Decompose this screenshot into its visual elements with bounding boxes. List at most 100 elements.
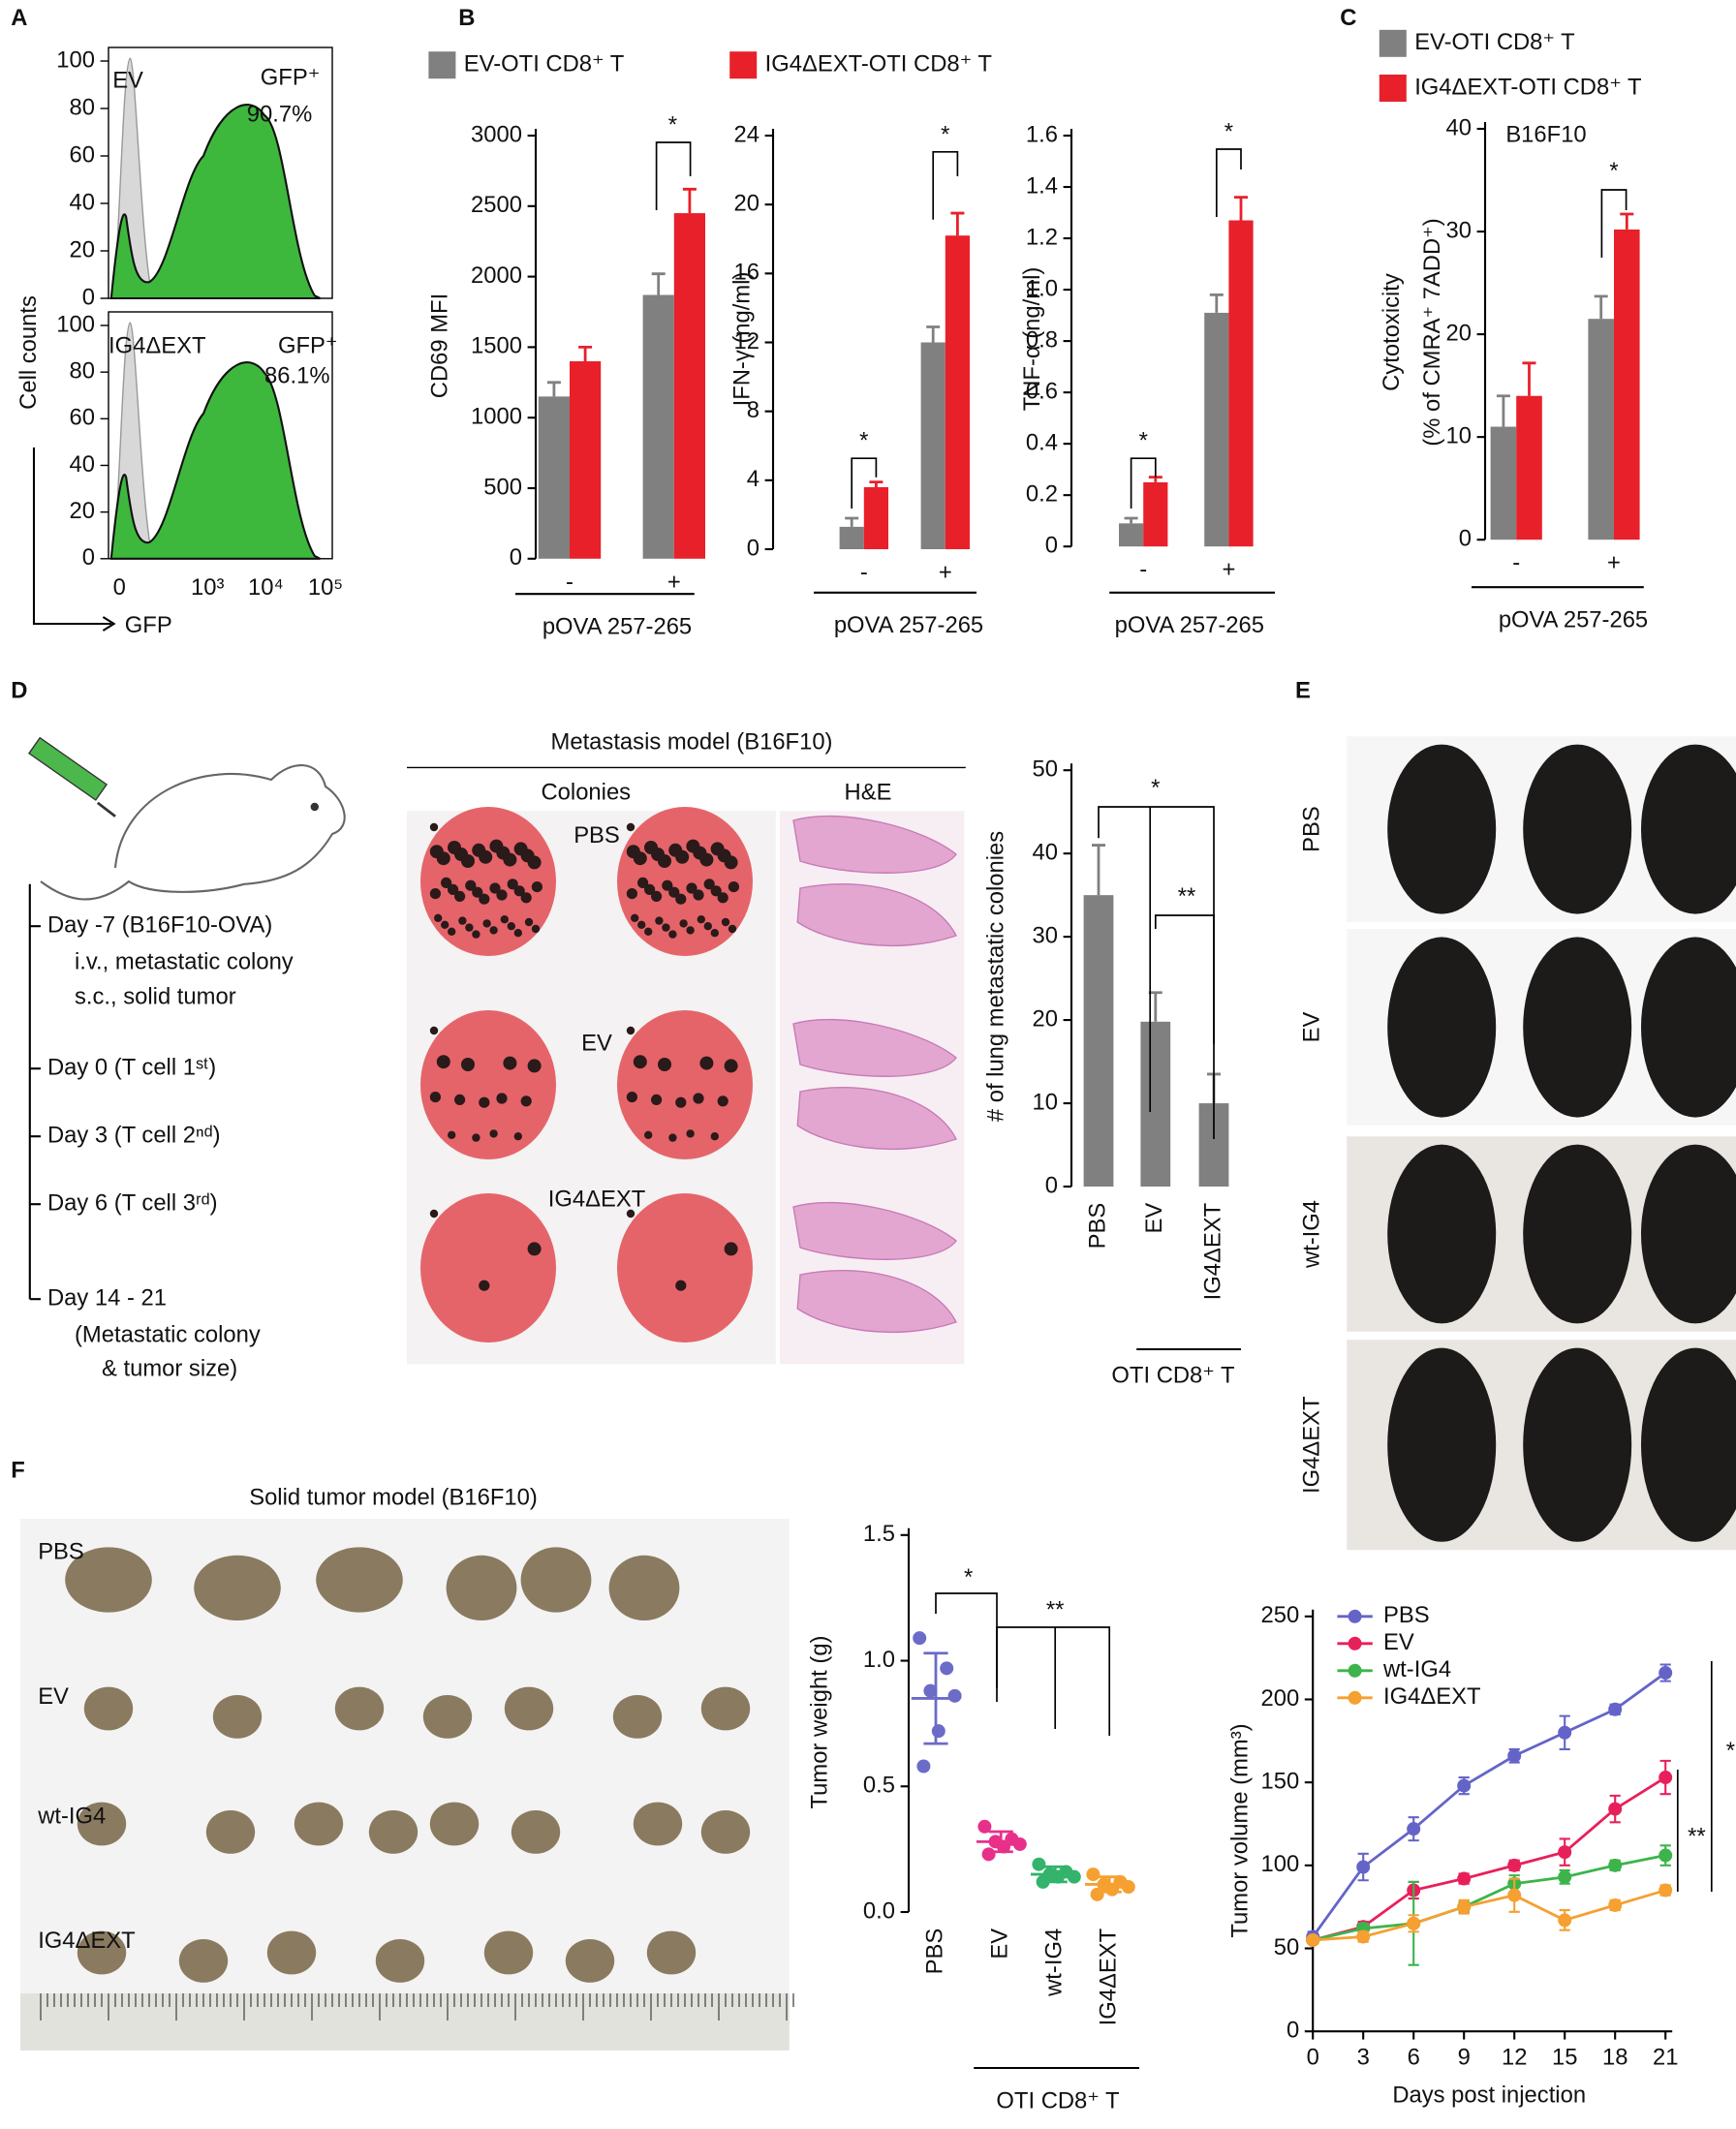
- mouse: [1641, 744, 1736, 914]
- colony: [448, 927, 456, 936]
- x-tick-label: 15: [1552, 2044, 1577, 2070]
- data-point: [1608, 1802, 1623, 1816]
- y-tick-label: 16: [734, 260, 760, 286]
- lung: [420, 1010, 556, 1159]
- column-label: Colonies: [541, 779, 631, 805]
- tumor: [700, 1686, 751, 1731]
- legend-marker: [1348, 1663, 1362, 1678]
- bar: [538, 396, 570, 559]
- y-tick-label: 60: [70, 405, 95, 431]
- colony: [513, 885, 525, 897]
- colony: [472, 1133, 480, 1142]
- colony: [503, 1056, 517, 1070]
- colony: [479, 893, 490, 905]
- mouse: [1523, 744, 1632, 914]
- y-tick-label: 10: [1033, 1089, 1058, 1115]
- colony: [513, 842, 528, 856]
- y-tick-label: 40: [70, 189, 95, 215]
- y-tick-label: 100: [56, 311, 95, 337]
- y-tick-label: 60: [70, 141, 95, 168]
- colony: [693, 889, 704, 901]
- mouse: [1523, 937, 1632, 1118]
- y-tick-label: 0.8: [1026, 326, 1058, 353]
- error-bar: [682, 187, 697, 214]
- x-tick-label: -: [1139, 557, 1147, 583]
- x-tick-label: +: [1222, 557, 1235, 583]
- x-tick-label: 9: [1458, 2044, 1471, 2070]
- mouse-drawing: [40, 764, 346, 901]
- tumor: [608, 1555, 680, 1620]
- error-bar: [1522, 361, 1536, 396]
- data-point: [916, 1759, 931, 1774]
- x-tick-label: 0: [1307, 2044, 1319, 2070]
- colony: [710, 1132, 719, 1141]
- significance-bracket: [935, 1592, 998, 1702]
- tumor: [83, 1686, 134, 1731]
- legend-label: wt-IG4: [1382, 1656, 1451, 1682]
- colony: [472, 843, 486, 857]
- data-point: [1121, 1880, 1135, 1895]
- colony: [710, 885, 722, 897]
- y-tick-label: 0: [1459, 525, 1472, 551]
- error-bar: [578, 346, 593, 361]
- mouse: [1641, 937, 1736, 1118]
- colony: [710, 929, 719, 938]
- bar: [642, 294, 674, 559]
- y-tick-label: 150: [1260, 1768, 1299, 1794]
- y-tick-label: 20: [70, 236, 95, 262]
- x-tick-label: 12: [1502, 2044, 1527, 2070]
- error-bar: [1092, 844, 1105, 896]
- legend-marker: [1348, 1690, 1362, 1705]
- y-tick-label: 40: [1446, 114, 1472, 140]
- colony: [472, 886, 483, 898]
- tumor: [375, 1939, 425, 1983]
- x-tick-label: 10⁴: [248, 574, 284, 601]
- x-tick-label: -: [1512, 550, 1520, 576]
- data-point: [1306, 1932, 1320, 1947]
- lung: [617, 1193, 753, 1342]
- x-tick-label: IG4ΔEXT: [1199, 1203, 1225, 1301]
- significance-bracket: [1215, 148, 1242, 217]
- tumor: [266, 1930, 317, 1975]
- significance-label: *: [668, 111, 677, 138]
- series-line: [1312, 1671, 1667, 1938]
- error-bar: [546, 381, 561, 397]
- colony: [531, 881, 542, 893]
- panel-label: A: [11, 5, 27, 31]
- y-axis-label: TNF-α (ng/ml): [1019, 267, 1045, 412]
- y-tick-label: 1.6: [1026, 121, 1058, 147]
- data-point: [1558, 1869, 1572, 1884]
- x-axis-label: pOVA 257-265: [834, 612, 983, 638]
- colony: [472, 930, 480, 939]
- syringe: [27, 736, 108, 801]
- legend-label: IG4ΔEXT-OTI CD8⁺ T: [765, 50, 992, 77]
- y-axis-label: (% of CMRA⁺ 7ADD⁺): [1419, 218, 1445, 446]
- significance-label: *: [1224, 118, 1233, 144]
- tumor: [212, 1695, 263, 1739]
- sd-bar: [1042, 1865, 1068, 1884]
- timeline-text: (Metastatic colony: [75, 1321, 261, 1347]
- tumor: [520, 1547, 592, 1613]
- x-tick-label: -: [860, 559, 868, 585]
- legend-swatch: [729, 51, 758, 79]
- x-tick-label: +: [667, 569, 681, 595]
- y-tick-label: 10: [1446, 422, 1472, 448]
- bar: [1119, 523, 1144, 547]
- y-tick-label: 8: [747, 397, 760, 423]
- colony: [441, 877, 452, 888]
- y-axis-label: Cytotoxicity: [1379, 273, 1405, 391]
- error-bar: [1209, 293, 1224, 313]
- y-tick-label: 0.6: [1026, 378, 1058, 404]
- photo-title: Metastasis model (B16F10): [551, 728, 833, 755]
- y-axis-label: # of lung metastatic colonies: [982, 831, 1008, 1122]
- significance-bracket: [1154, 914, 1215, 1044]
- data-point: [1507, 1748, 1522, 1763]
- significance-bracket: [932, 150, 959, 220]
- significance-label: **: [1688, 1823, 1706, 1849]
- x-tick-label: +: [1607, 550, 1621, 576]
- timeline-text: & tumor size): [102, 1355, 237, 1381]
- colony: [500, 915, 509, 924]
- colony: [454, 1094, 466, 1105]
- bar: [1083, 895, 1114, 1187]
- column-label: H&E: [845, 779, 892, 805]
